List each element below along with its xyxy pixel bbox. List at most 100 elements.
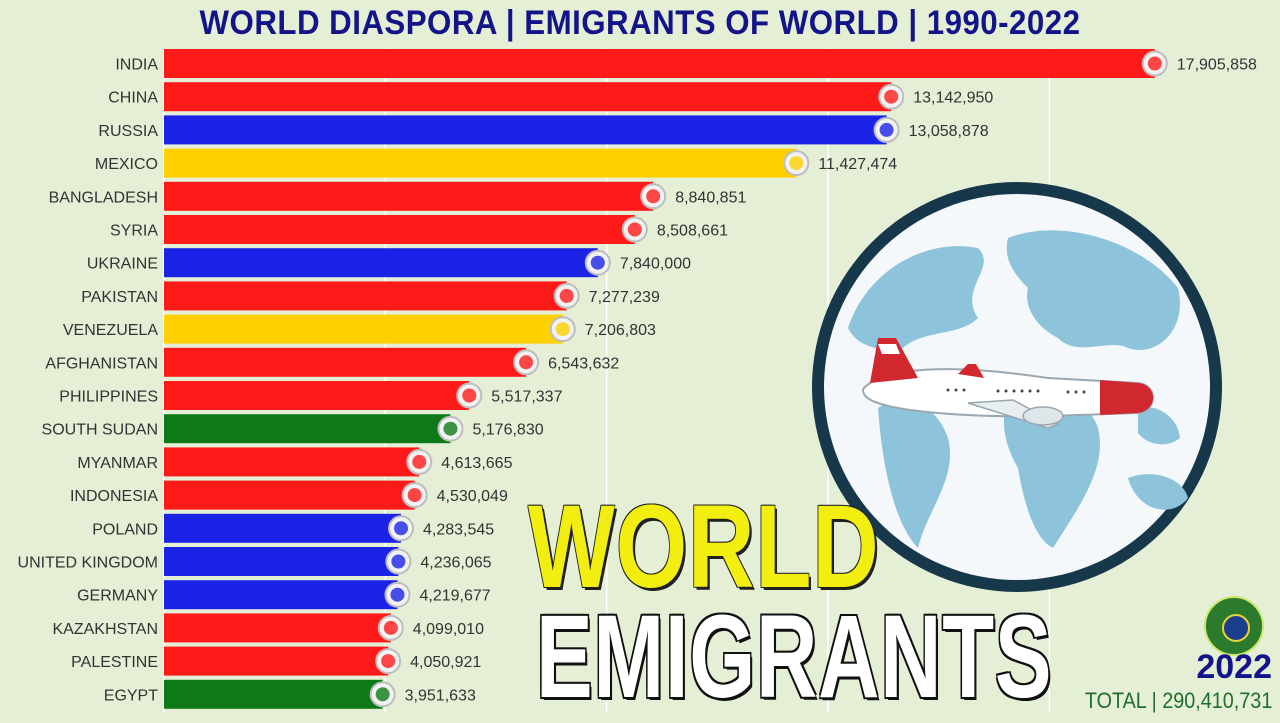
flag-inner [390, 587, 405, 602]
category-label: INDONESIA [70, 488, 158, 505]
bar-row: PALESTINE 4,050,921 [71, 646, 481, 676]
bar [164, 646, 389, 676]
bar-row: EGYPT 3,951,633 [104, 679, 476, 709]
year-label: 2022 [1196, 648, 1272, 686]
bar [164, 248, 598, 278]
value-label: 7,840,000 [620, 256, 691, 273]
bar [164, 381, 470, 410]
bar-row: CHINA 13,142,950 [108, 82, 993, 112]
category-label: SOUTH SUDAN [42, 422, 158, 439]
category-label: CHINA [108, 90, 158, 107]
bar [164, 414, 451, 444]
category-label: PHILIPPINES [59, 389, 158, 406]
flag-inner [412, 454, 427, 469]
value-label: 7,277,239 [589, 289, 660, 306]
flag-inner [789, 156, 804, 171]
category-label: UNITED KINGDOM [18, 555, 158, 572]
flag-inner [555, 322, 570, 337]
bar-row: MYANMAR 4,613,665 [77, 447, 513, 477]
value-label: 5,176,830 [472, 422, 543, 439]
value-label: 4,099,010 [413, 621, 484, 638]
bar-row: PHILIPPINES 5,517,337 [59, 381, 563, 410]
bar-row: BANGLADESH 8,840,851 [49, 181, 746, 211]
bar [164, 281, 567, 311]
bar-row: AFGHANISTAN 6,543,632 [45, 347, 619, 377]
category-label: EGYPT [104, 687, 158, 704]
category-label: MYANMAR [77, 455, 158, 472]
channel-logo-icon [1204, 596, 1264, 656]
airplane-icon [862, 338, 1154, 429]
bar-row: RUSSIA 13,058,878 [98, 115, 989, 145]
value-label: 8,508,661 [657, 223, 728, 240]
category-label: KAZAKHSTAN [53, 621, 159, 638]
flag-inner [559, 288, 574, 303]
category-label: BANGLADESH [49, 189, 158, 206]
bar [164, 82, 892, 112]
flag-inner [879, 122, 894, 137]
flag-inner [443, 421, 458, 436]
value-label: 4,530,049 [437, 488, 508, 505]
bar-row: VENEZUELA 7,206,803 [63, 314, 656, 344]
value-label: 4,050,921 [410, 654, 481, 671]
flag-inner [627, 222, 642, 237]
bar [164, 215, 635, 244]
globe-airplane-illustration [808, 178, 1226, 596]
category-label: GERMANY [77, 588, 158, 605]
bar-row: GERMANY 4,219,677 [77, 580, 491, 610]
category-label: MEXICO [95, 156, 158, 173]
flag-inner [519, 355, 534, 370]
flag-inner [394, 521, 409, 536]
flag-inner [407, 488, 422, 503]
bar-row: UKRAINE 7,840,000 [87, 248, 691, 278]
flag-inner [1147, 56, 1162, 71]
flag-inner [590, 255, 605, 270]
flag-inner [884, 89, 899, 104]
value-label: 13,058,878 [909, 123, 989, 140]
category-label: VENEZUELA [63, 322, 158, 339]
bar [164, 314, 563, 344]
bar [164, 49, 1155, 78]
value-label: 4,236,065 [420, 555, 491, 572]
value-label: 5,517,337 [491, 389, 562, 406]
category-label: PAKISTAN [81, 289, 158, 306]
overlay-title-world: WORLD [528, 481, 880, 613]
bar [164, 480, 415, 510]
bar [164, 679, 383, 709]
chart-title: WORLD DIASPORA | EMIGRANTS OF WORLD | 19… [199, 4, 1081, 42]
bar-row: INDIA 17,905,858 [115, 49, 1257, 78]
bar [164, 181, 654, 211]
bar-row: SYRIA 8,508,661 [110, 215, 728, 244]
total-label: TOTAL | 290,410,731 [1084, 688, 1272, 713]
bar-row: MEXICO 11,427,474 [95, 148, 897, 178]
value-label: 8,840,851 [675, 189, 746, 206]
value-label: 11,427,474 [818, 156, 897, 173]
category-label: SYRIA [110, 223, 158, 240]
value-label: 17,905,858 [1177, 57, 1257, 74]
value-label: 13,142,950 [913, 90, 993, 107]
value-label: 6,543,632 [548, 355, 619, 372]
category-label: PALESTINE [71, 654, 158, 671]
category-label: UKRAINE [87, 256, 158, 273]
flag-inner [462, 388, 477, 403]
flag-inner [391, 554, 406, 569]
bar-row: UNITED KINGDOM 4,236,065 [18, 547, 492, 576]
flag-inner [375, 687, 390, 702]
bar [164, 613, 391, 643]
bar [164, 115, 887, 145]
bar-row: POLAND 4,283,545 [92, 513, 494, 543]
value-label: 7,206,803 [585, 322, 656, 339]
overlay-title-emigrants: EMIGRANTS [536, 591, 1053, 723]
bar [164, 513, 402, 543]
bar [164, 580, 398, 610]
value-label: 3,951,633 [405, 687, 476, 704]
category-label: POLAND [92, 521, 158, 538]
bar-row: INDONESIA 4,530,049 [70, 480, 508, 510]
category-label: AFGHANISTAN [45, 355, 158, 372]
category-label: INDIA [115, 57, 158, 74]
bar [164, 447, 420, 477]
value-label: 4,283,545 [423, 521, 494, 538]
bar-row: SOUTH SUDAN 5,176,830 [42, 414, 544, 444]
bar [164, 547, 399, 576]
bar-row: PAKISTAN 7,277,239 [81, 281, 660, 311]
